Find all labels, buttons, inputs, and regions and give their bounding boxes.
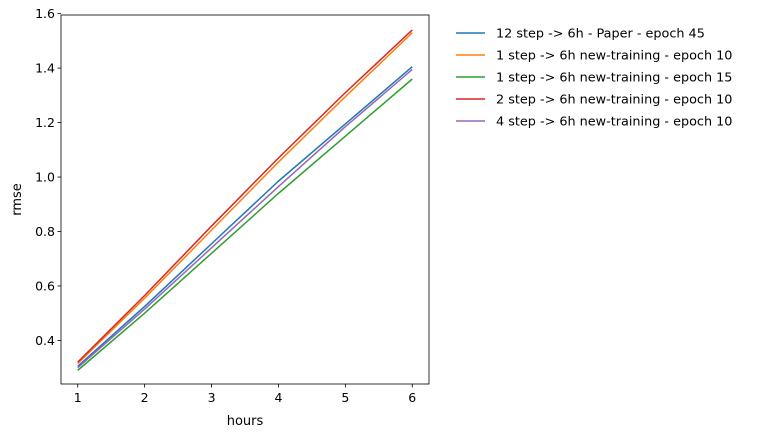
x-tick-label: 1 — [74, 390, 82, 405]
x-tick-label: 3 — [208, 390, 216, 405]
legend-item-label: 2 step -> 6h new-training - epoch 10 — [496, 93, 732, 108]
x-tick-label: 2 — [141, 390, 149, 405]
series-line-5 — [77, 68, 413, 369]
series-line-3 — [77, 78, 413, 371]
legend-item-label: 12 step -> 6h - Paper - epoch 45 — [496, 27, 705, 42]
y-axis: 0.4 0.6 0.8 1.0 1.2 1.4 1.6 — [35, 6, 61, 348]
y-tick-label: 0.8 — [35, 224, 55, 239]
x-tick-label: 5 — [341, 390, 349, 405]
x-axis: 1 2 3 4 5 6 — [74, 384, 416, 405]
x-tick-label: 4 — [274, 390, 282, 405]
plot-lines — [77, 29, 413, 371]
y-tick-label: 1.6 — [35, 6, 55, 21]
y-tick-label: 1.2 — [35, 115, 55, 130]
y-tick-label: 1.4 — [35, 61, 55, 76]
legend-item-label: 4 step -> 6h new-training - epoch 10 — [496, 115, 732, 130]
legend: 12 step -> 6h - Paper - epoch 45 1 step -… — [456, 27, 732, 130]
y-tick-label: 0.6 — [35, 278, 55, 293]
series-line-2 — [77, 32, 413, 365]
plot-frame — [60, 14, 430, 385]
x-tick-label: 6 — [408, 390, 416, 405]
legend-item-label: 1 step -> 6h new-training - epoch 15 — [496, 71, 732, 86]
y-tick-label: 0.4 — [35, 333, 55, 348]
series-line-1 — [77, 66, 413, 367]
x-axis-label: hours — [227, 414, 264, 429]
y-axis-label: rmse — [10, 183, 25, 216]
y-tick-label: 1.0 — [35, 170, 55, 185]
series-line-4 — [77, 29, 413, 363]
legend-item-label: 1 step -> 6h new-training - epoch 10 — [496, 49, 732, 64]
